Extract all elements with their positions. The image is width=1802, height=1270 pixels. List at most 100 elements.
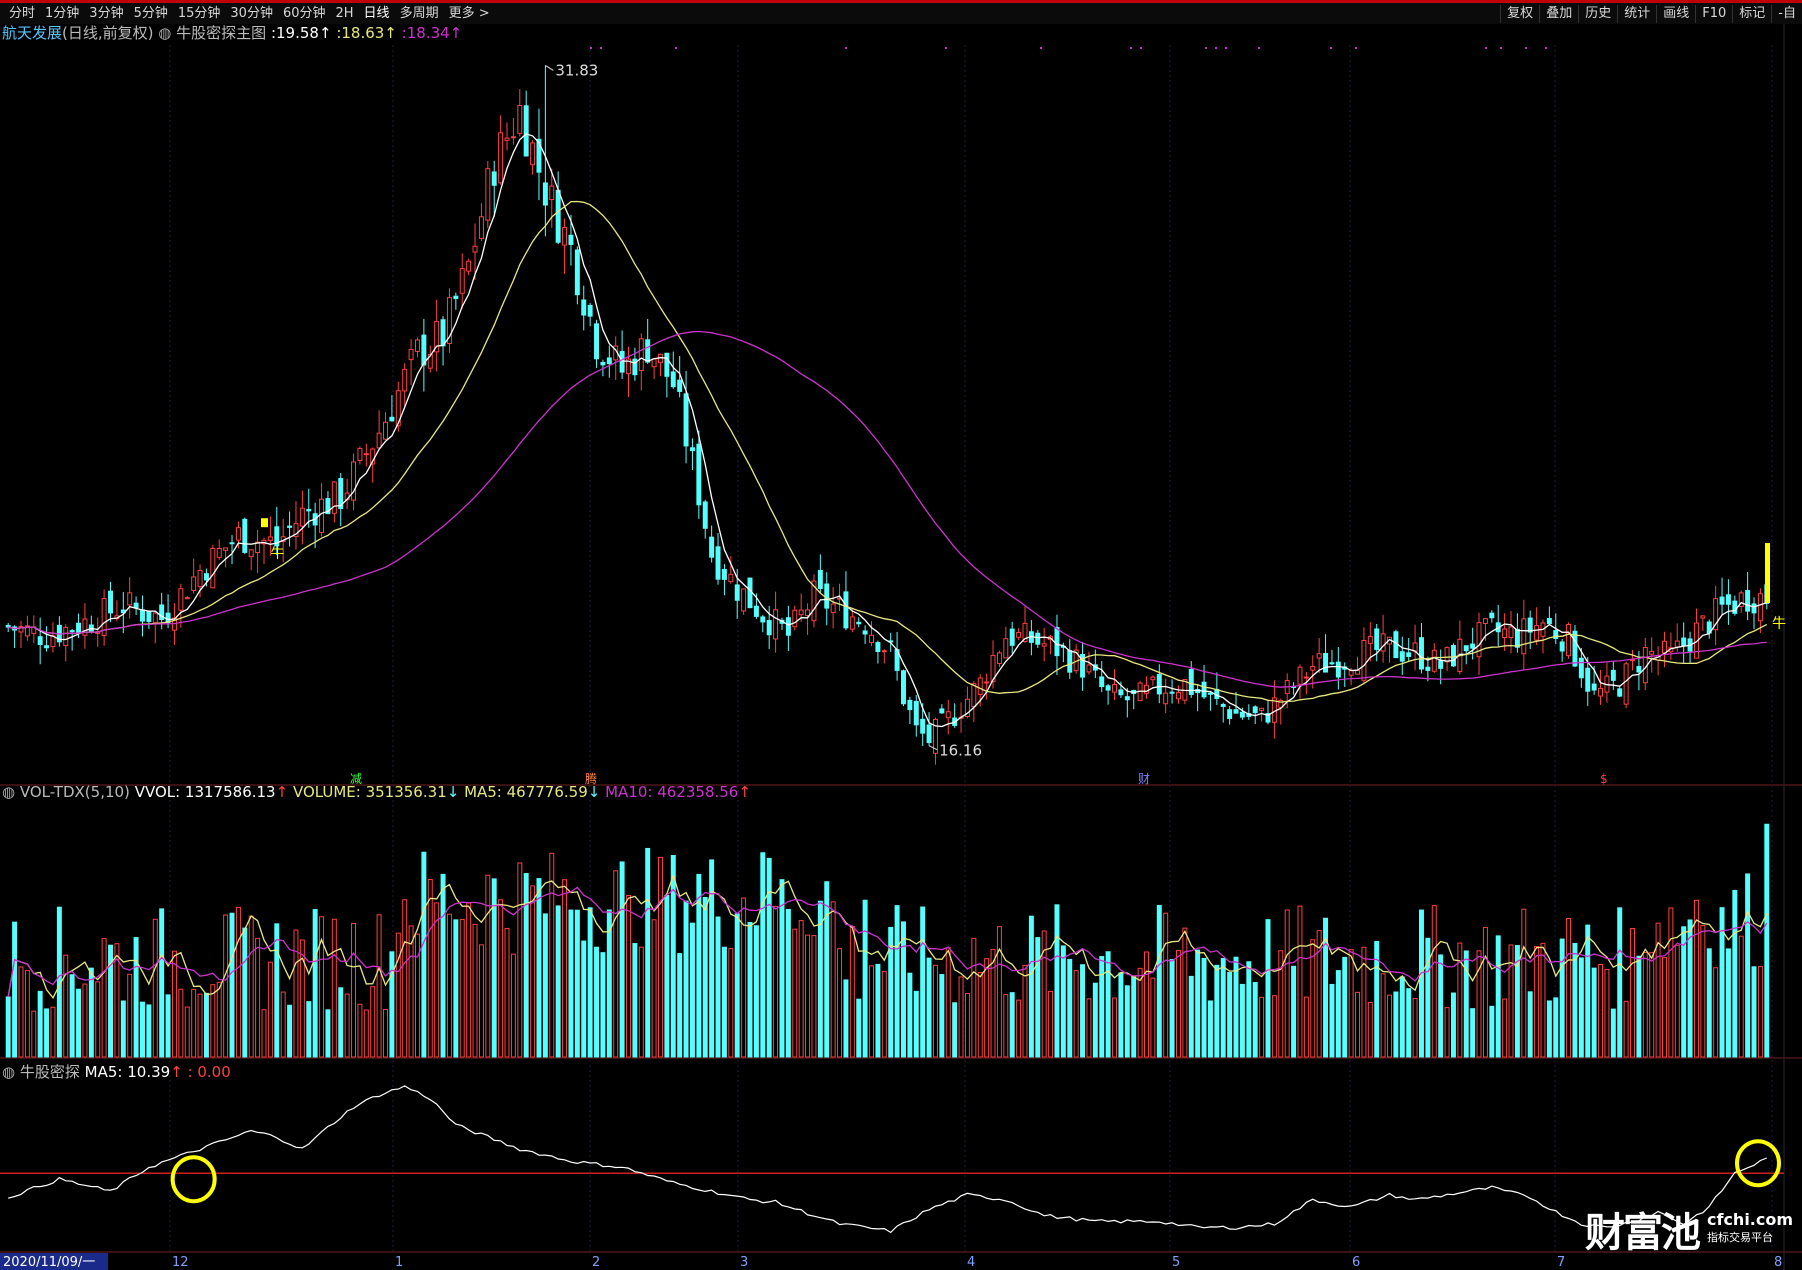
candle-body bbox=[242, 518, 248, 553]
volume-bar bbox=[562, 879, 568, 1058]
volume-bar bbox=[210, 984, 216, 1058]
osc-indicator-name[interactable]: 牛股密探 bbox=[19, 1063, 80, 1081]
period-tab-4[interactable]: 15分钟 bbox=[177, 6, 221, 21]
volume-bar bbox=[1060, 945, 1066, 1058]
candle-body bbox=[645, 339, 651, 363]
volume-bar bbox=[824, 881, 830, 1058]
period-tab-6[interactable]: 60分钟 bbox=[282, 6, 326, 21]
volume-bar bbox=[357, 1003, 363, 1058]
volume-bar bbox=[331, 918, 337, 1058]
candle-body bbox=[383, 421, 388, 440]
low-pointer bbox=[928, 745, 938, 751]
volume-bar bbox=[1610, 1008, 1616, 1058]
period-tab-5[interactable]: 30分钟 bbox=[230, 6, 273, 21]
candle-body bbox=[1399, 651, 1405, 662]
volume-bar bbox=[229, 912, 235, 1058]
volume-ma5-value: MA5: 467776.59 bbox=[464, 783, 588, 801]
period-tab-3[interactable]: 5分钟 bbox=[133, 6, 168, 21]
volume-bar bbox=[1585, 924, 1591, 1058]
volume-ma5-line bbox=[7, 873, 1768, 999]
watermark-logo: 财富池 cfchi.com 指标交易平台 bbox=[1585, 1200, 1793, 1258]
volume-bar bbox=[255, 937, 261, 1058]
candle-body bbox=[1431, 649, 1437, 672]
candle-body bbox=[1156, 674, 1162, 695]
period-tab-0[interactable]: 分时 bbox=[9, 6, 36, 21]
volume-bar bbox=[715, 916, 721, 1058]
date-axis-label-6: 6 bbox=[1352, 1255, 1360, 1270]
candle-body bbox=[1546, 617, 1552, 625]
top-dot-marker bbox=[1215, 47, 1217, 49]
volume-bar bbox=[1591, 967, 1597, 1058]
collapse-icon[interactable]: ◍ bbox=[2, 783, 16, 801]
volume-bar bbox=[1246, 961, 1252, 1058]
tool-button-6[interactable]: 标记 bbox=[1732, 5, 1771, 23]
main-panel-header: 航天发展(日线,前复权) ◍ 牛股密探主图 :19.58↑ :18.63↑ :1… bbox=[2, 22, 462, 43]
tool-button-3[interactable]: 统计 bbox=[1617, 5, 1656, 23]
collapse-icon[interactable]: ◍ bbox=[158, 24, 172, 42]
volume-bar bbox=[696, 873, 702, 1058]
candle-body bbox=[1169, 691, 1175, 694]
period-tab-10[interactable]: 更多 > bbox=[448, 6, 490, 21]
candle-body bbox=[792, 609, 798, 628]
candle-body bbox=[1355, 669, 1361, 675]
candle-body bbox=[1514, 628, 1520, 648]
candle-body bbox=[1207, 692, 1213, 695]
tool-button-0[interactable]: 复权 bbox=[1500, 5, 1539, 23]
candle-body bbox=[619, 350, 625, 373]
volume-bar bbox=[31, 1010, 37, 1058]
indicator-name[interactable]: 牛股密探主图 bbox=[176, 24, 267, 42]
candle-body bbox=[715, 546, 721, 580]
candle-body bbox=[574, 249, 580, 296]
date-axis-label-8: 8 bbox=[1774, 1255, 1782, 1270]
tool-button-7[interactable]: -自 bbox=[1771, 5, 1802, 23]
candle-body bbox=[1227, 709, 1233, 719]
candle-body bbox=[1617, 688, 1623, 697]
candle-body bbox=[1713, 598, 1719, 631]
period-tab-1[interactable]: 1分钟 bbox=[45, 6, 80, 21]
volume-bar bbox=[1508, 944, 1514, 1058]
candle-body bbox=[741, 588, 747, 612]
volume-bar bbox=[1495, 935, 1501, 1058]
tool-button-2[interactable]: 历史 bbox=[1578, 5, 1617, 23]
candle-body bbox=[255, 541, 261, 554]
period-tab-9[interactable]: 多周期 bbox=[399, 6, 439, 21]
candle-body bbox=[223, 547, 229, 551]
volume-bar bbox=[766, 857, 772, 1058]
period-tab-7[interactable]: 2H bbox=[335, 6, 354, 21]
candle-body bbox=[1444, 647, 1450, 663]
volume-bar bbox=[1655, 922, 1661, 1058]
volume-bar bbox=[952, 1002, 958, 1058]
volume-bar bbox=[1003, 994, 1009, 1058]
volume-bar bbox=[1009, 992, 1015, 1058]
candle-body bbox=[811, 580, 817, 622]
candle-body bbox=[1476, 622, 1482, 658]
volume-bar bbox=[1745, 873, 1751, 1058]
candle-body bbox=[530, 142, 536, 166]
candle-body bbox=[1259, 707, 1265, 711]
tool-button-5[interactable]: F10 bbox=[1695, 5, 1732, 23]
volume-bar bbox=[108, 944, 113, 1058]
volume-bar bbox=[1713, 967, 1719, 1058]
candle-body bbox=[1406, 652, 1412, 657]
period-tab-8[interactable]: 日线 bbox=[363, 6, 390, 21]
volume-bar bbox=[939, 974, 945, 1058]
candle-body bbox=[945, 711, 951, 719]
candle-body bbox=[977, 677, 983, 696]
tool-button-4[interactable]: 画线 bbox=[1656, 5, 1695, 23]
collapse-icon[interactable]: ◍ bbox=[2, 1063, 16, 1081]
volume-bar bbox=[1092, 982, 1098, 1058]
volume-bar bbox=[280, 991, 286, 1058]
volume-indicator-name[interactable]: VOL-TDX(5,10) bbox=[19, 783, 130, 801]
volume-bar bbox=[1207, 1000, 1213, 1058]
candle-body bbox=[1751, 603, 1757, 614]
volume-bar bbox=[498, 899, 504, 1058]
volume-bar bbox=[1438, 954, 1444, 1058]
stock-name[interactable]: 航天发展 bbox=[2, 24, 63, 42]
tool-button-1[interactable]: 叠加 bbox=[1539, 5, 1578, 23]
volume-bar bbox=[1335, 970, 1341, 1058]
volume-bar bbox=[1118, 972, 1124, 1058]
candle-body bbox=[907, 699, 913, 711]
date-axis-label-2: 2 bbox=[592, 1255, 600, 1270]
period-tab-2[interactable]: 3分钟 bbox=[89, 6, 124, 21]
